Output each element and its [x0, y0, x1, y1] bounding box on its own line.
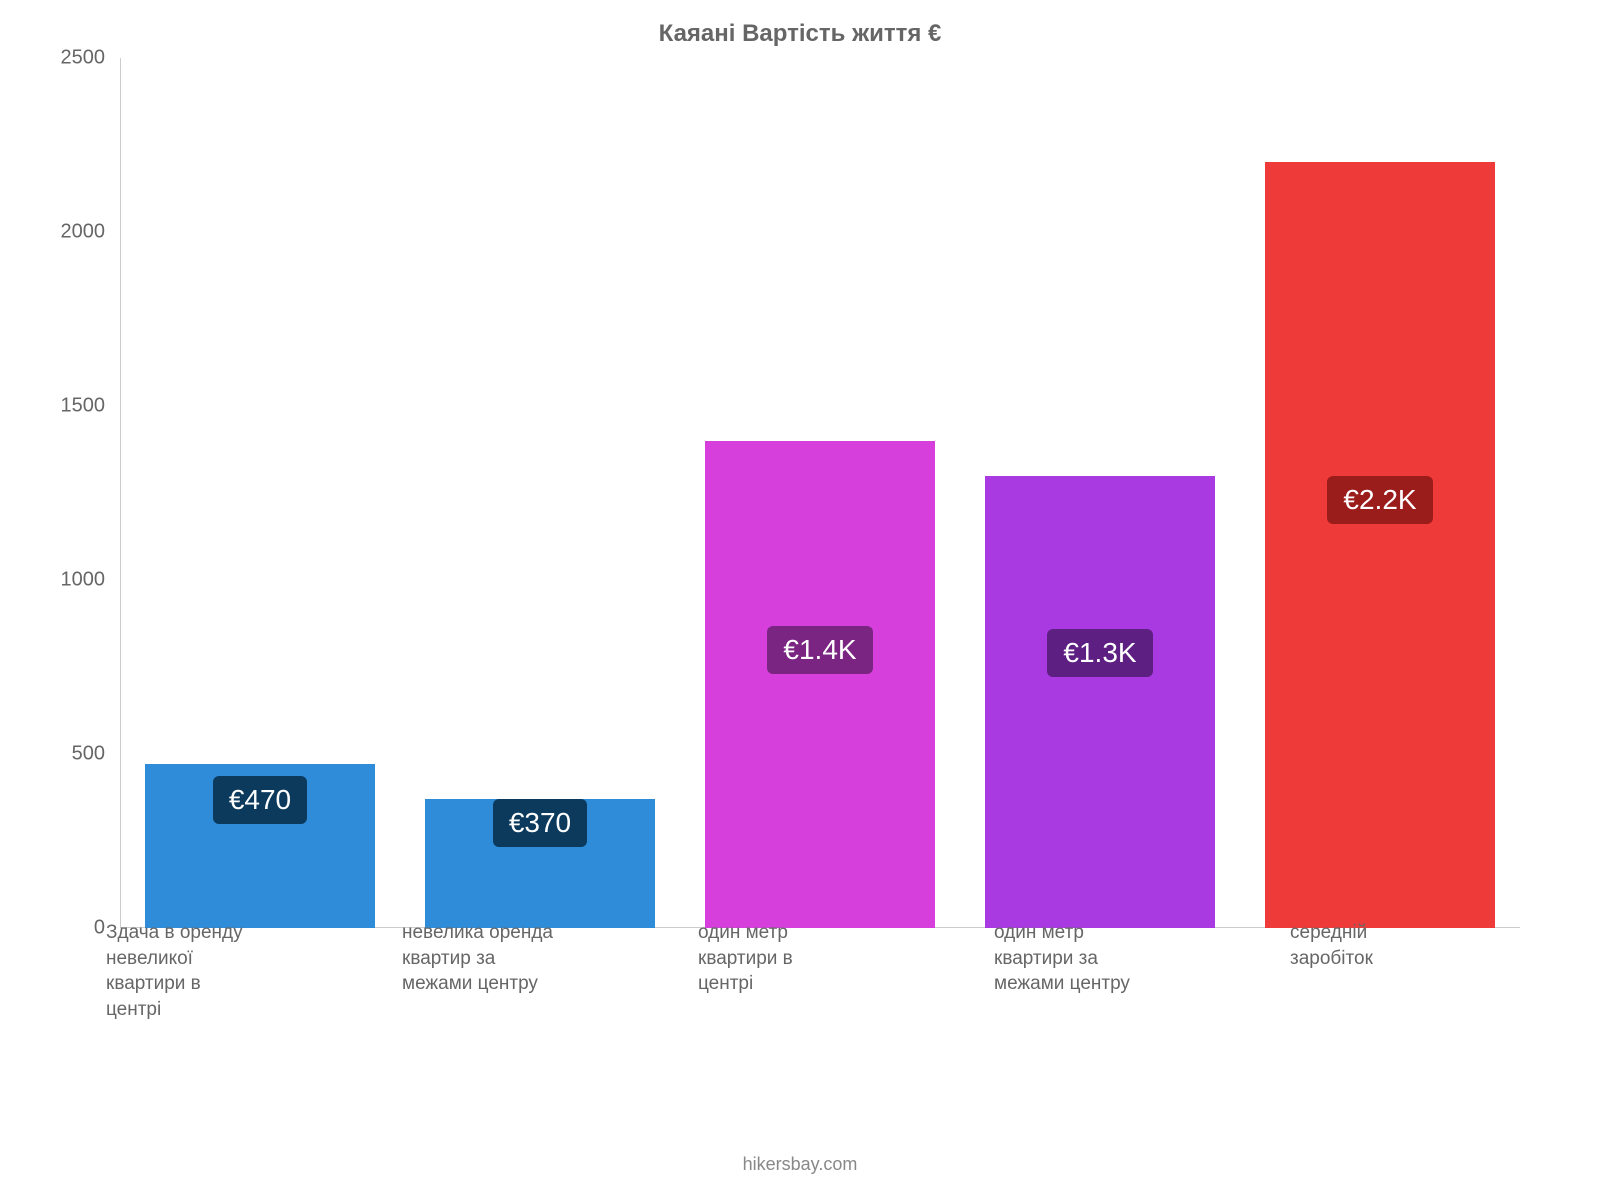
- bar-slot: €2.2K: [1240, 58, 1520, 928]
- bar-slot: €1.4K: [680, 58, 960, 928]
- chart-title: Каяані Вартість життя €: [40, 20, 1560, 48]
- bar-slot: €1.3K: [960, 58, 1240, 928]
- bar: €370: [425, 799, 655, 928]
- value-badge: €370: [493, 799, 587, 847]
- y-tick: 1000: [40, 569, 105, 592]
- y-tick: 1500: [40, 395, 105, 418]
- bar: €2.2K: [1265, 162, 1495, 928]
- value-badge: €1.3K: [1047, 629, 1152, 677]
- x-label-slot: Здача в орендуневеликоїквартири вцентрі: [80, 920, 376, 1023]
- bar-slot: €370: [400, 58, 680, 928]
- y-tick: 2500: [40, 47, 105, 70]
- value-badge: €2.2K: [1327, 476, 1432, 524]
- y-tick: 2000: [40, 221, 105, 244]
- x-label-slot: середнійзаробіток: [1264, 920, 1560, 1023]
- value-badge: €1.4K: [767, 626, 872, 674]
- bar: €1.4K: [705, 441, 935, 928]
- x-label: Здача в орендуневеликоїквартири вцентрі: [88, 920, 368, 1023]
- x-label: невелика орендаквартир замежами центру: [384, 920, 664, 997]
- x-label-slot: один метрквартири замежами центру: [968, 920, 1264, 1023]
- footer-credit: hikersbay.com: [0, 1154, 1600, 1175]
- x-label-slot: невелика орендаквартир замежами центру: [376, 920, 672, 1023]
- x-label: один метрквартири вцентрі: [680, 920, 960, 997]
- y-tick: 500: [40, 743, 105, 766]
- plot-area: 05001000150020002500 €470€370€1.4K€1.3K€…: [120, 58, 1520, 928]
- x-labels: Здача в орендуневеликоїквартири вцентрін…: [80, 920, 1560, 1023]
- y-axis: 05001000150020002500: [40, 58, 115, 928]
- chart-container: Каяані Вартість життя € 0500100015002000…: [0, 0, 1600, 1200]
- bar-slot: €470: [120, 58, 400, 928]
- bars-group: €470 €370 €1.4K €1.3K €2.2K: [120, 58, 1520, 928]
- x-label: один метрквартири замежами центру: [976, 920, 1256, 997]
- x-label: середнійзаробіток: [1272, 920, 1552, 971]
- bar: €470: [145, 764, 375, 928]
- x-label-slot: один метрквартири вцентрі: [672, 920, 968, 1023]
- value-badge: €470: [213, 776, 307, 824]
- bar: €1.3K: [985, 476, 1215, 928]
